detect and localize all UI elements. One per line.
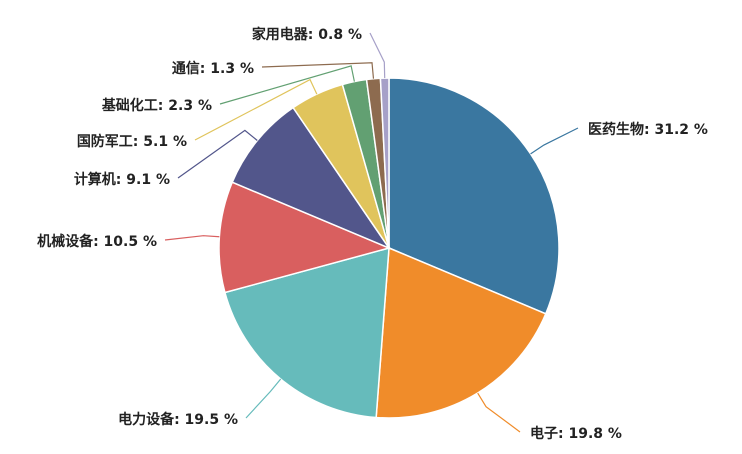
leader-line [530,127,579,155]
leader-line [477,392,521,433]
leader-line [194,78,318,141]
slice-label: 国防军工: 5.1 % [77,133,187,150]
leader-line [219,65,355,105]
slice-label: 计算机: 9.1 % [74,171,170,188]
slice-label: 医药生物: 31.2 % [588,121,708,138]
leader-line [245,378,282,419]
leader-line [177,129,258,179]
pie-slice [388,77,560,315]
slice-label: 通信: 1.3 % [172,60,254,77]
leader-line [164,235,220,241]
slice-label: 家用电器: 0.8 % [252,26,362,43]
pie-slice [218,181,392,294]
slice-label: 机械设备: 10.5 % [37,233,157,250]
pie-slice [231,106,392,250]
slice-label: 电子: 19.8 % [530,425,622,442]
slice-label: 电力设备: 19.5 % [118,411,238,428]
leader-line [369,32,386,79]
slice-label: 基础化工: 2.3 % [102,97,212,114]
leader-line [261,62,375,79]
